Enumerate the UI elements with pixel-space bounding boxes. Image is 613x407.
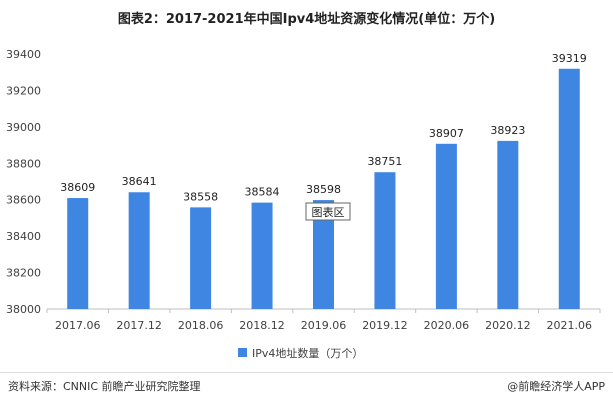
bar — [558, 68, 580, 309]
data-label: 38558 — [183, 190, 218, 203]
legend-label: IPv4地址数量（万个） — [252, 346, 363, 360]
data-label: 38584 — [245, 186, 280, 199]
data-label: 38641 — [122, 175, 157, 188]
x-tick-label: 2020.12 — [485, 319, 531, 332]
y-tick-label: 39200 — [6, 84, 41, 97]
data-label: 38923 — [490, 124, 525, 137]
brand-credit: @前瞻经济学人APP — [507, 380, 605, 393]
bar — [374, 172, 396, 309]
y-tick-label: 39000 — [6, 121, 41, 134]
bar — [313, 200, 334, 309]
chart-title: 图表2：2017-2021年中国Ipv4地址资源变化情况(单位：万个) — [117, 12, 496, 27]
y-tick-label: 38400 — [6, 230, 41, 243]
y-tick-label: 39400 — [6, 48, 41, 61]
x-tick-label: 2020.06 — [424, 319, 470, 332]
data-label: 39319 — [552, 52, 587, 65]
x-tick-label: 2021.06 — [547, 319, 593, 332]
x-tick-label: 2019.06 — [301, 319, 347, 332]
footer-divider — [0, 372, 613, 373]
tooltip-text: 图表区 — [312, 205, 345, 219]
y-tick-label: 38200 — [6, 267, 41, 280]
bar — [251, 202, 273, 309]
data-label: 38751 — [367, 155, 402, 168]
data-label: 38598 — [306, 183, 341, 196]
y-tick-label: 38600 — [6, 194, 41, 207]
x-tick-label: 2018.06 — [178, 319, 224, 332]
tooltip-box — [305, 202, 351, 221]
x-tick-label: 2017.06 — [55, 319, 101, 332]
bar — [128, 192, 150, 309]
bar — [497, 140, 519, 309]
y-tick-label: 38800 — [6, 157, 41, 170]
x-tick-label: 2017.12 — [116, 319, 162, 332]
bar — [67, 198, 89, 309]
bar — [190, 207, 212, 309]
data-label: 38907 — [429, 127, 464, 140]
bar — [435, 143, 457, 309]
data-label: 38609 — [60, 181, 95, 194]
x-tick-label: 2019.12 — [362, 319, 408, 332]
source-note: 资料来源：CNNIC 前瞻产业研究院整理 — [8, 380, 201, 393]
x-tick-label: 2018.12 — [239, 319, 285, 332]
y-tick-label: 38000 — [6, 303, 41, 316]
legend-swatch — [238, 348, 247, 357]
